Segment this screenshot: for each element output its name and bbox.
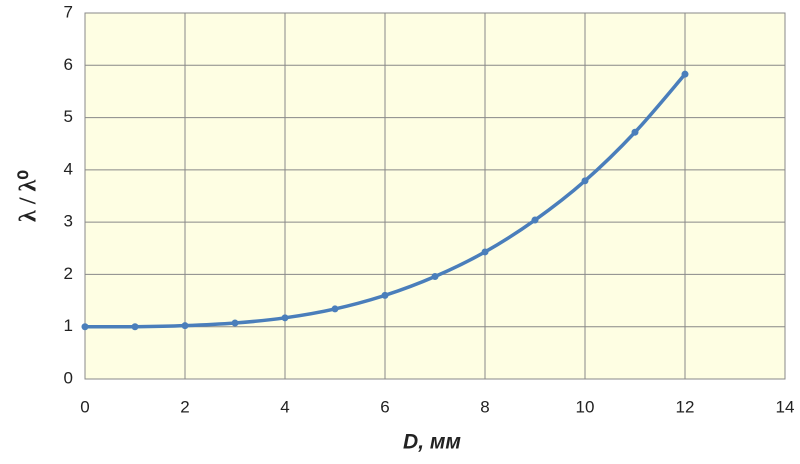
point xyxy=(81,323,89,331)
y-tick-label: 3 xyxy=(64,212,73,231)
x-tick-label: 14 xyxy=(776,397,795,416)
x-tick-label: 0 xyxy=(80,397,89,416)
y-tick-label: 6 xyxy=(64,55,73,74)
x-tick-label: 6 xyxy=(380,397,389,416)
x-tick-label: 8 xyxy=(480,397,489,416)
point xyxy=(131,323,139,331)
x-tick-label: 10 xyxy=(576,397,595,416)
point xyxy=(231,319,239,327)
point xyxy=(181,322,189,330)
x-tick-label: 12 xyxy=(676,397,695,416)
x-tick-label: 2 xyxy=(180,397,189,416)
plot-area xyxy=(84,12,786,380)
x-tick-label: 4 xyxy=(280,397,289,416)
point xyxy=(481,248,489,256)
y-tick-label: 1 xyxy=(64,316,73,335)
point xyxy=(281,314,289,322)
point xyxy=(531,216,539,224)
y-tick-label: 2 xyxy=(64,264,73,283)
point xyxy=(631,128,639,136)
y-tick-label: 5 xyxy=(64,107,73,126)
x-axis-label: D, мм xyxy=(403,431,461,454)
point xyxy=(331,305,339,313)
y-axis-label: λ / λ⁰ xyxy=(16,170,42,222)
point xyxy=(581,177,589,185)
point xyxy=(681,70,689,78)
y-tick-label: 7 xyxy=(64,2,73,21)
point xyxy=(381,291,389,299)
y-tick-label: 0 xyxy=(64,368,73,387)
point xyxy=(431,273,439,281)
y-tick-label: 4 xyxy=(64,159,73,178)
